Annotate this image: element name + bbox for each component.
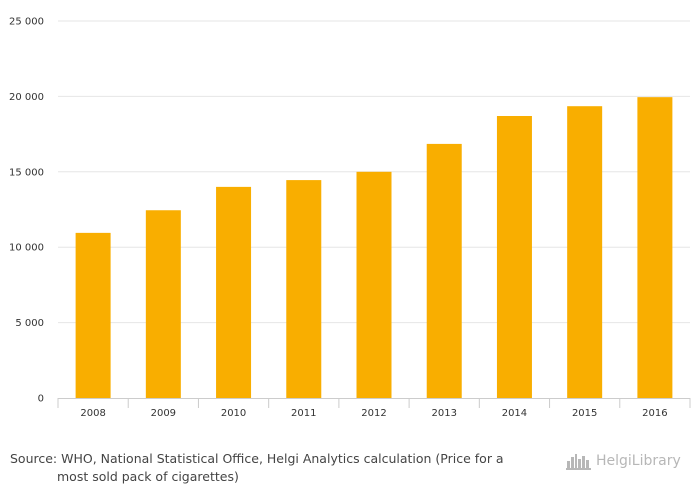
bar [145,210,181,398]
y-tick-label: 20 000 [9,92,44,103]
y-tick-label: 25 000 [9,17,44,28]
x-axis: 2008 2009 2010 2011 2012 2013 2014 2015 2016 [57,398,691,419]
y-tick-label: 0 [38,394,44,405]
bar [356,171,392,398]
bar [216,186,252,398]
y-tick-label: 5 000 [15,318,44,329]
x-tick-label: 2016 [642,408,667,419]
bar [496,116,532,398]
x-tick-label: 2011 [291,408,316,419]
x-tick-label: 2014 [502,408,527,419]
bar [286,180,322,398]
x-tick-label: 2009 [151,408,176,419]
y-axis-ticks: 0 5 000 10 000 15 000 20 000 25 000 [9,17,44,405]
bar [637,97,673,399]
x-tick-label: 2015 [572,408,597,419]
source-note: Source: WHO, National Statistical Office… [10,450,550,486]
y-tick-label: 15 000 [9,167,44,178]
brand-logo: HelgiLibrary [566,452,681,470]
bar [426,143,462,398]
x-tick-label: 2013 [431,408,456,419]
brand-name: HelgiLibrary [596,453,681,469]
source-line-2: most sold pack of cigarettes) [57,469,239,484]
bar [567,106,603,399]
source-line-1: Source: WHO, National Statistical Office… [10,451,504,466]
x-tick-label: 2010 [221,408,246,419]
bar [75,232,111,398]
x-tick-label: 2012 [361,408,386,419]
bars [75,97,673,399]
city-skyline-icon [566,454,591,470]
y-tick-label: 10 000 [9,243,44,254]
x-tick-label: 2008 [80,408,105,419]
